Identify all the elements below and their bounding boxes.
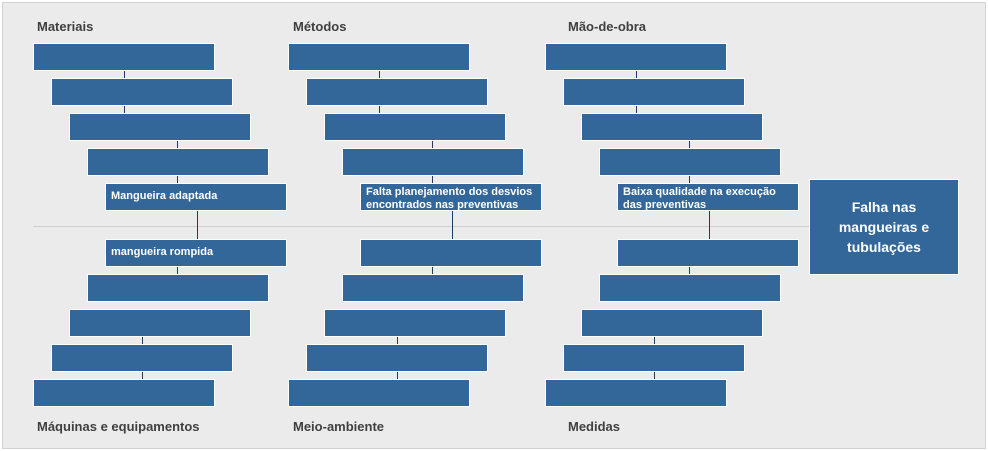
cause-box-metodos-3 xyxy=(324,113,506,141)
category-label-materiais: Materiais xyxy=(37,19,94,34)
cause-box-metodos-4 xyxy=(342,148,524,176)
cause-box-maquinas-2 xyxy=(87,274,269,302)
category-label-metodos: Métodos xyxy=(293,19,347,34)
connector-maquinas-spine xyxy=(197,211,198,241)
cause-box-maquinas-1: mangueira rompida xyxy=(105,239,287,267)
cause-box-metodos-5: Falta planejamento dos desvios encontrad… xyxy=(360,183,542,211)
cause-box-meio-ambiente-5 xyxy=(288,379,470,407)
cause-box-metodos-2 xyxy=(306,78,488,106)
cause-box-mao-de-obra-5: Baixa qualidade na execução das preventi… xyxy=(617,183,799,211)
connector-meio-lower xyxy=(432,267,433,277)
cause-box-materiais-5: Mangueira adaptada xyxy=(105,183,287,211)
effect-box: Falha nas mangueiras e tubulações xyxy=(809,179,959,275)
category-label-meio-ambiente: Meio-ambiente xyxy=(293,419,385,434)
category-label-maquinas: Máquinas e equipamentos xyxy=(37,419,200,434)
category-label-medidas: Medidas xyxy=(568,419,621,434)
category-label-mao-de-obra: Mão-de-obra xyxy=(568,19,646,34)
cause-box-maquinas-5 xyxy=(33,379,215,407)
diagram-spine xyxy=(33,226,809,227)
cause-box-meio-ambiente-2 xyxy=(342,274,524,302)
cause-box-mao-de-obra-1 xyxy=(545,43,727,71)
cause-box-metodos-1 xyxy=(288,43,470,71)
cause-box-medidas-1 xyxy=(617,239,799,267)
cause-box-meio-ambiente-4 xyxy=(306,344,488,372)
cause-box-medidas-5 xyxy=(545,379,727,407)
connector-metodos-spine xyxy=(452,211,453,241)
cause-box-medidas-2 xyxy=(599,274,781,302)
cause-box-mao-de-obra-4 xyxy=(599,148,781,176)
cause-box-materiais-4 xyxy=(87,148,269,176)
cause-box-materiais-2 xyxy=(51,78,233,106)
connector-maquinas-lower xyxy=(177,267,178,277)
cause-box-medidas-4 xyxy=(563,344,745,372)
cause-box-mao-de-obra-3 xyxy=(581,113,763,141)
cause-box-meio-ambiente-1 xyxy=(360,239,542,267)
connector-maodeobra-spine xyxy=(709,211,710,241)
cause-box-medidas-3 xyxy=(581,309,763,337)
cause-box-maquinas-3 xyxy=(69,309,251,337)
connector-medidas-lower xyxy=(689,267,690,277)
cause-box-maquinas-4 xyxy=(51,344,233,372)
cause-box-meio-ambiente-3 xyxy=(324,309,506,337)
cause-box-materiais-1 xyxy=(33,43,215,71)
cause-box-mao-de-obra-2 xyxy=(563,78,745,106)
cause-box-materiais-3 xyxy=(69,113,251,141)
